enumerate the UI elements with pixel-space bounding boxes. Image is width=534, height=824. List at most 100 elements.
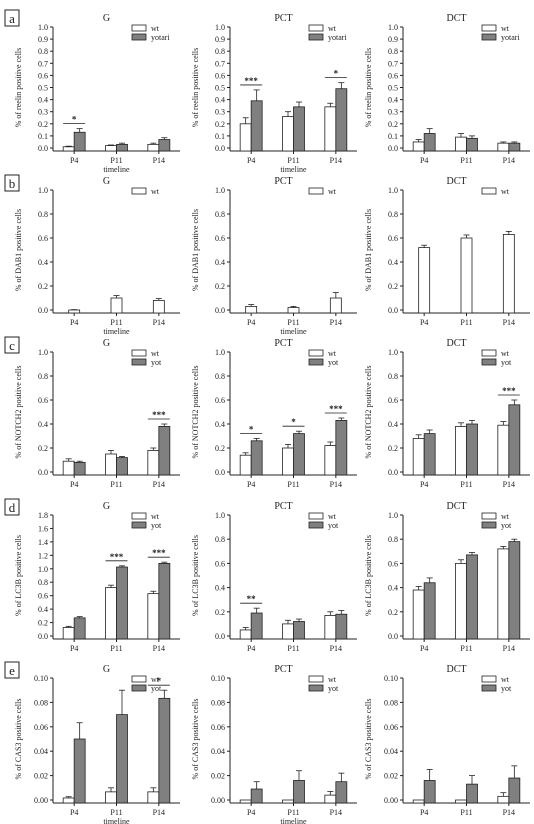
panel-letter-e: e <box>4 661 20 679</box>
y-tick-label: 0.04 <box>34 747 48 756</box>
y-tick-label: 0.0 <box>388 306 398 315</box>
chart-c-pct: 0.0 0.2 0.4 0.6 0.8 1.0 % of NOTCH2 positive c… <box>191 338 357 489</box>
bar-wt-p4 <box>62 460 75 476</box>
legend-label-wt: wt <box>501 512 510 521</box>
y-tick-label: 0.9 <box>215 35 225 44</box>
x-tick-label: P14 <box>503 156 515 165</box>
y-tick-label: 0.04 <box>211 747 225 756</box>
y-tick-label: 0.0 <box>38 144 48 153</box>
y-tick-label: 0.2 <box>38 444 48 453</box>
bar-yotari-p14 <box>508 142 521 152</box>
x-tick-label: P14 <box>330 480 342 489</box>
bar-wt-p14 <box>329 297 342 314</box>
bar-wt-p11 <box>460 237 473 314</box>
y-axis-title: % of DAB1 positive cells <box>191 209 200 291</box>
legend-swatch-yot <box>131 521 147 529</box>
bar-wt-p11 <box>455 425 467 476</box>
bar-yot-p4 <box>73 738 86 804</box>
legend-swatch-wt <box>131 675 147 683</box>
legend-label-yotari: yotari <box>501 33 520 42</box>
bar-yot-p11 <box>293 433 305 476</box>
x-tick-label: P11 <box>460 480 472 489</box>
legend-label-wt: wt <box>328 512 337 521</box>
legend-swatch-wt <box>308 675 324 683</box>
legend-label-wt: wt <box>501 349 510 358</box>
x-tick-label: P11 <box>287 644 299 653</box>
x-tick-label: P14 <box>503 318 515 327</box>
y-tick-label: 1.2 <box>38 551 48 560</box>
y-tick-label: 0.6 <box>215 71 225 80</box>
bar-yot-p11 <box>466 554 478 640</box>
y-tick-label: 0.8 <box>38 372 48 381</box>
significance-label: *** <box>244 76 258 86</box>
y-tick-label: 0.8 <box>388 372 398 381</box>
significance-label: *** <box>152 410 166 420</box>
panel-letter-text: c <box>9 338 15 353</box>
legend-swatch-wt <box>131 349 147 357</box>
y-tick-label: 0.2 <box>388 608 398 617</box>
y-axis-title: % of LC3B positive cells <box>14 535 23 616</box>
x-tick-label: P14 <box>153 480 165 489</box>
significance-label: *** <box>502 386 516 396</box>
y-tick-label: 0.0 <box>215 306 225 315</box>
y-tick-label: 0.6 <box>388 396 398 405</box>
bar-yot-p11 <box>466 783 478 804</box>
bar-wt-p11 <box>287 307 300 314</box>
legend-label-wt: wt <box>328 187 337 196</box>
x-tick-label: P4 <box>247 808 255 817</box>
bar-wt-p11 <box>105 791 117 804</box>
significance-label: ** <box>247 594 257 604</box>
y-tick-label: 0.0 <box>38 306 48 315</box>
bar-wt-p11 <box>282 447 294 476</box>
legend-label-wt: wt <box>328 24 337 33</box>
x-tick-label: P4 <box>420 480 428 489</box>
x-tick-label: P14 <box>503 644 515 653</box>
y-tick-label: 0.6 <box>215 559 225 568</box>
bar-yot-p14 <box>508 541 521 640</box>
bar-wt-p11 <box>105 453 117 476</box>
y-tick-label: 0.10 <box>34 674 48 683</box>
bar-wt-p4 <box>412 799 425 804</box>
y-tick-label: 0.10 <box>384 674 398 683</box>
bar-wt-p14 <box>147 593 160 640</box>
y-tick-label: 0.00 <box>34 796 48 805</box>
bar-yot-p14 <box>158 425 171 476</box>
panel-title: DCT <box>447 13 467 24</box>
y-tick-label: 0.3 <box>388 108 398 117</box>
y-tick-label: 0.0 <box>38 632 48 641</box>
legend-label-wt: wt <box>328 675 337 684</box>
legend-swatch-yot <box>308 684 324 692</box>
bar-yot-p4 <box>73 461 86 476</box>
x-axis-title: timeline <box>280 165 307 174</box>
y-tick-label: 0.4 <box>215 96 225 105</box>
y-tick-label: 0.4 <box>215 258 225 267</box>
y-tick-label: 0.8 <box>38 210 48 219</box>
legend-label-wt: wt <box>501 187 510 196</box>
panel-title: G <box>103 176 110 187</box>
x-tick-label: P4 <box>70 644 78 653</box>
y-axis-title: % of CAS3 positive cells <box>191 699 200 780</box>
legend-swatch-wt <box>481 675 497 683</box>
y-tick-label: 0.7 <box>215 59 225 68</box>
y-tick-label: 0.3 <box>38 108 48 117</box>
bar-wt-p14 <box>324 106 337 152</box>
bar-wt-p4 <box>239 799 252 804</box>
y-tick-label: 0.4 <box>38 96 48 105</box>
y-tick-label: 0.08 <box>211 698 225 707</box>
chart-d-dct: 0.0 0.2 0.4 0.6 0.8 1.0 % of LC3B positive cel… <box>364 501 530 653</box>
legend-swatch-yot <box>308 521 324 529</box>
bar-yot-p11 <box>116 457 128 476</box>
panel-letter-box <box>4 9 20 27</box>
bar-yotari-p4 <box>250 100 263 152</box>
bar-wt-p4 <box>62 797 75 804</box>
bar-wt-p11 <box>105 145 117 152</box>
y-tick-label: 0.02 <box>384 772 398 781</box>
bar-yot-p4 <box>250 788 263 804</box>
y-tick-label: 0.4 <box>215 584 225 593</box>
y-tick-label: 0.4 <box>388 96 398 105</box>
y-tick-label: 0.8 <box>38 47 48 56</box>
y-tick-label: 0.02 <box>34 772 48 781</box>
panel-title: G <box>103 338 110 349</box>
y-tick-label: 1.0 <box>38 565 48 574</box>
x-tick-label: P4 <box>70 808 78 817</box>
